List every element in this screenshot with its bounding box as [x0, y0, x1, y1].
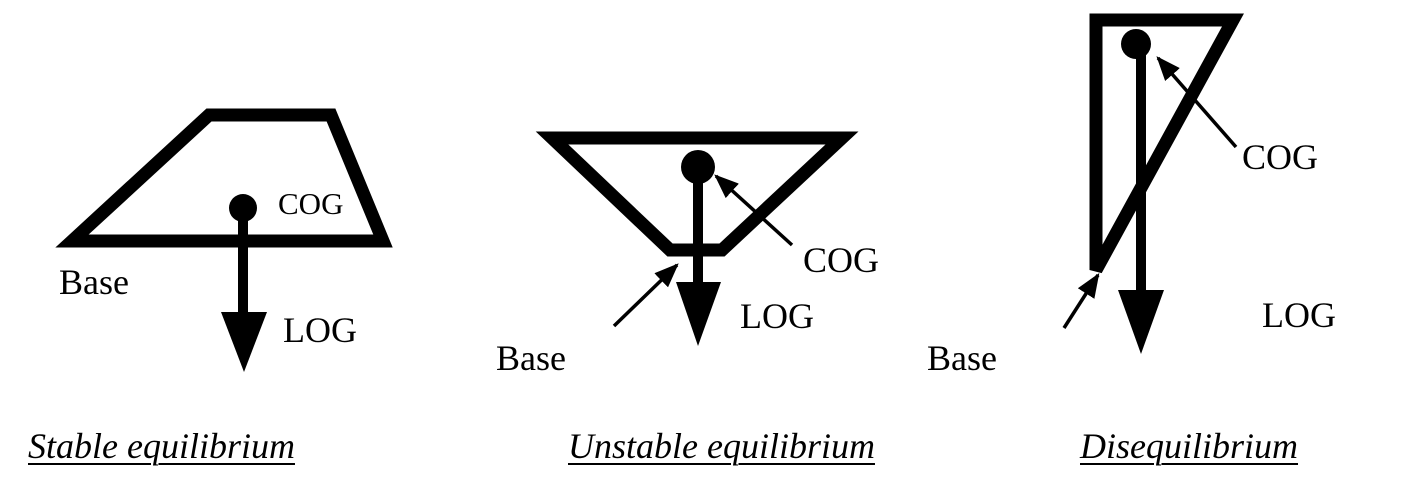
stable-panel	[55, 108, 393, 372]
disequilibrium-base-label: Base	[927, 338, 997, 378]
disequilibrium-caption: Disequilibrium	[1080, 426, 1299, 466]
unstable-cog-pointer	[714, 174, 794, 247]
stable-trapezoid-shape	[55, 108, 393, 248]
stable-caption: Stable equilibrium	[28, 426, 295, 466]
disequilibrium-triangle-shape	[1089, 13, 1244, 274]
unstable-caption: Unstable equilibrium	[568, 426, 875, 466]
stable-log-arrowhead	[221, 312, 267, 372]
unstable-log-label: LOG	[740, 296, 814, 336]
disequilibrium-cog-pointer	[1156, 56, 1238, 149]
unstable-cog-label: COG	[803, 240, 880, 280]
unstable-log-arrowhead	[676, 282, 721, 346]
stable-cog-label: COG	[278, 186, 344, 221]
stable-base-label: Base	[59, 262, 129, 302]
disequilibrium-base-pointer	[1062, 272, 1100, 329]
disequilibrium-log-arrowhead	[1118, 290, 1164, 354]
unstable-triangle-shape	[535, 131, 859, 257]
stable-log-label: LOG	[283, 310, 357, 350]
stable-cog-dot	[229, 194, 257, 222]
disequilibrium-panel	[1062, 13, 1244, 354]
disequilibrium-log-label: LOG	[1262, 295, 1336, 335]
unstable-base-label: Base	[496, 338, 566, 378]
unstable-base-pointer	[612, 263, 679, 328]
unstable-cog-dot	[681, 150, 715, 184]
disequilibrium-cog-label: COG	[1242, 137, 1319, 177]
unstable-panel	[535, 131, 859, 346]
